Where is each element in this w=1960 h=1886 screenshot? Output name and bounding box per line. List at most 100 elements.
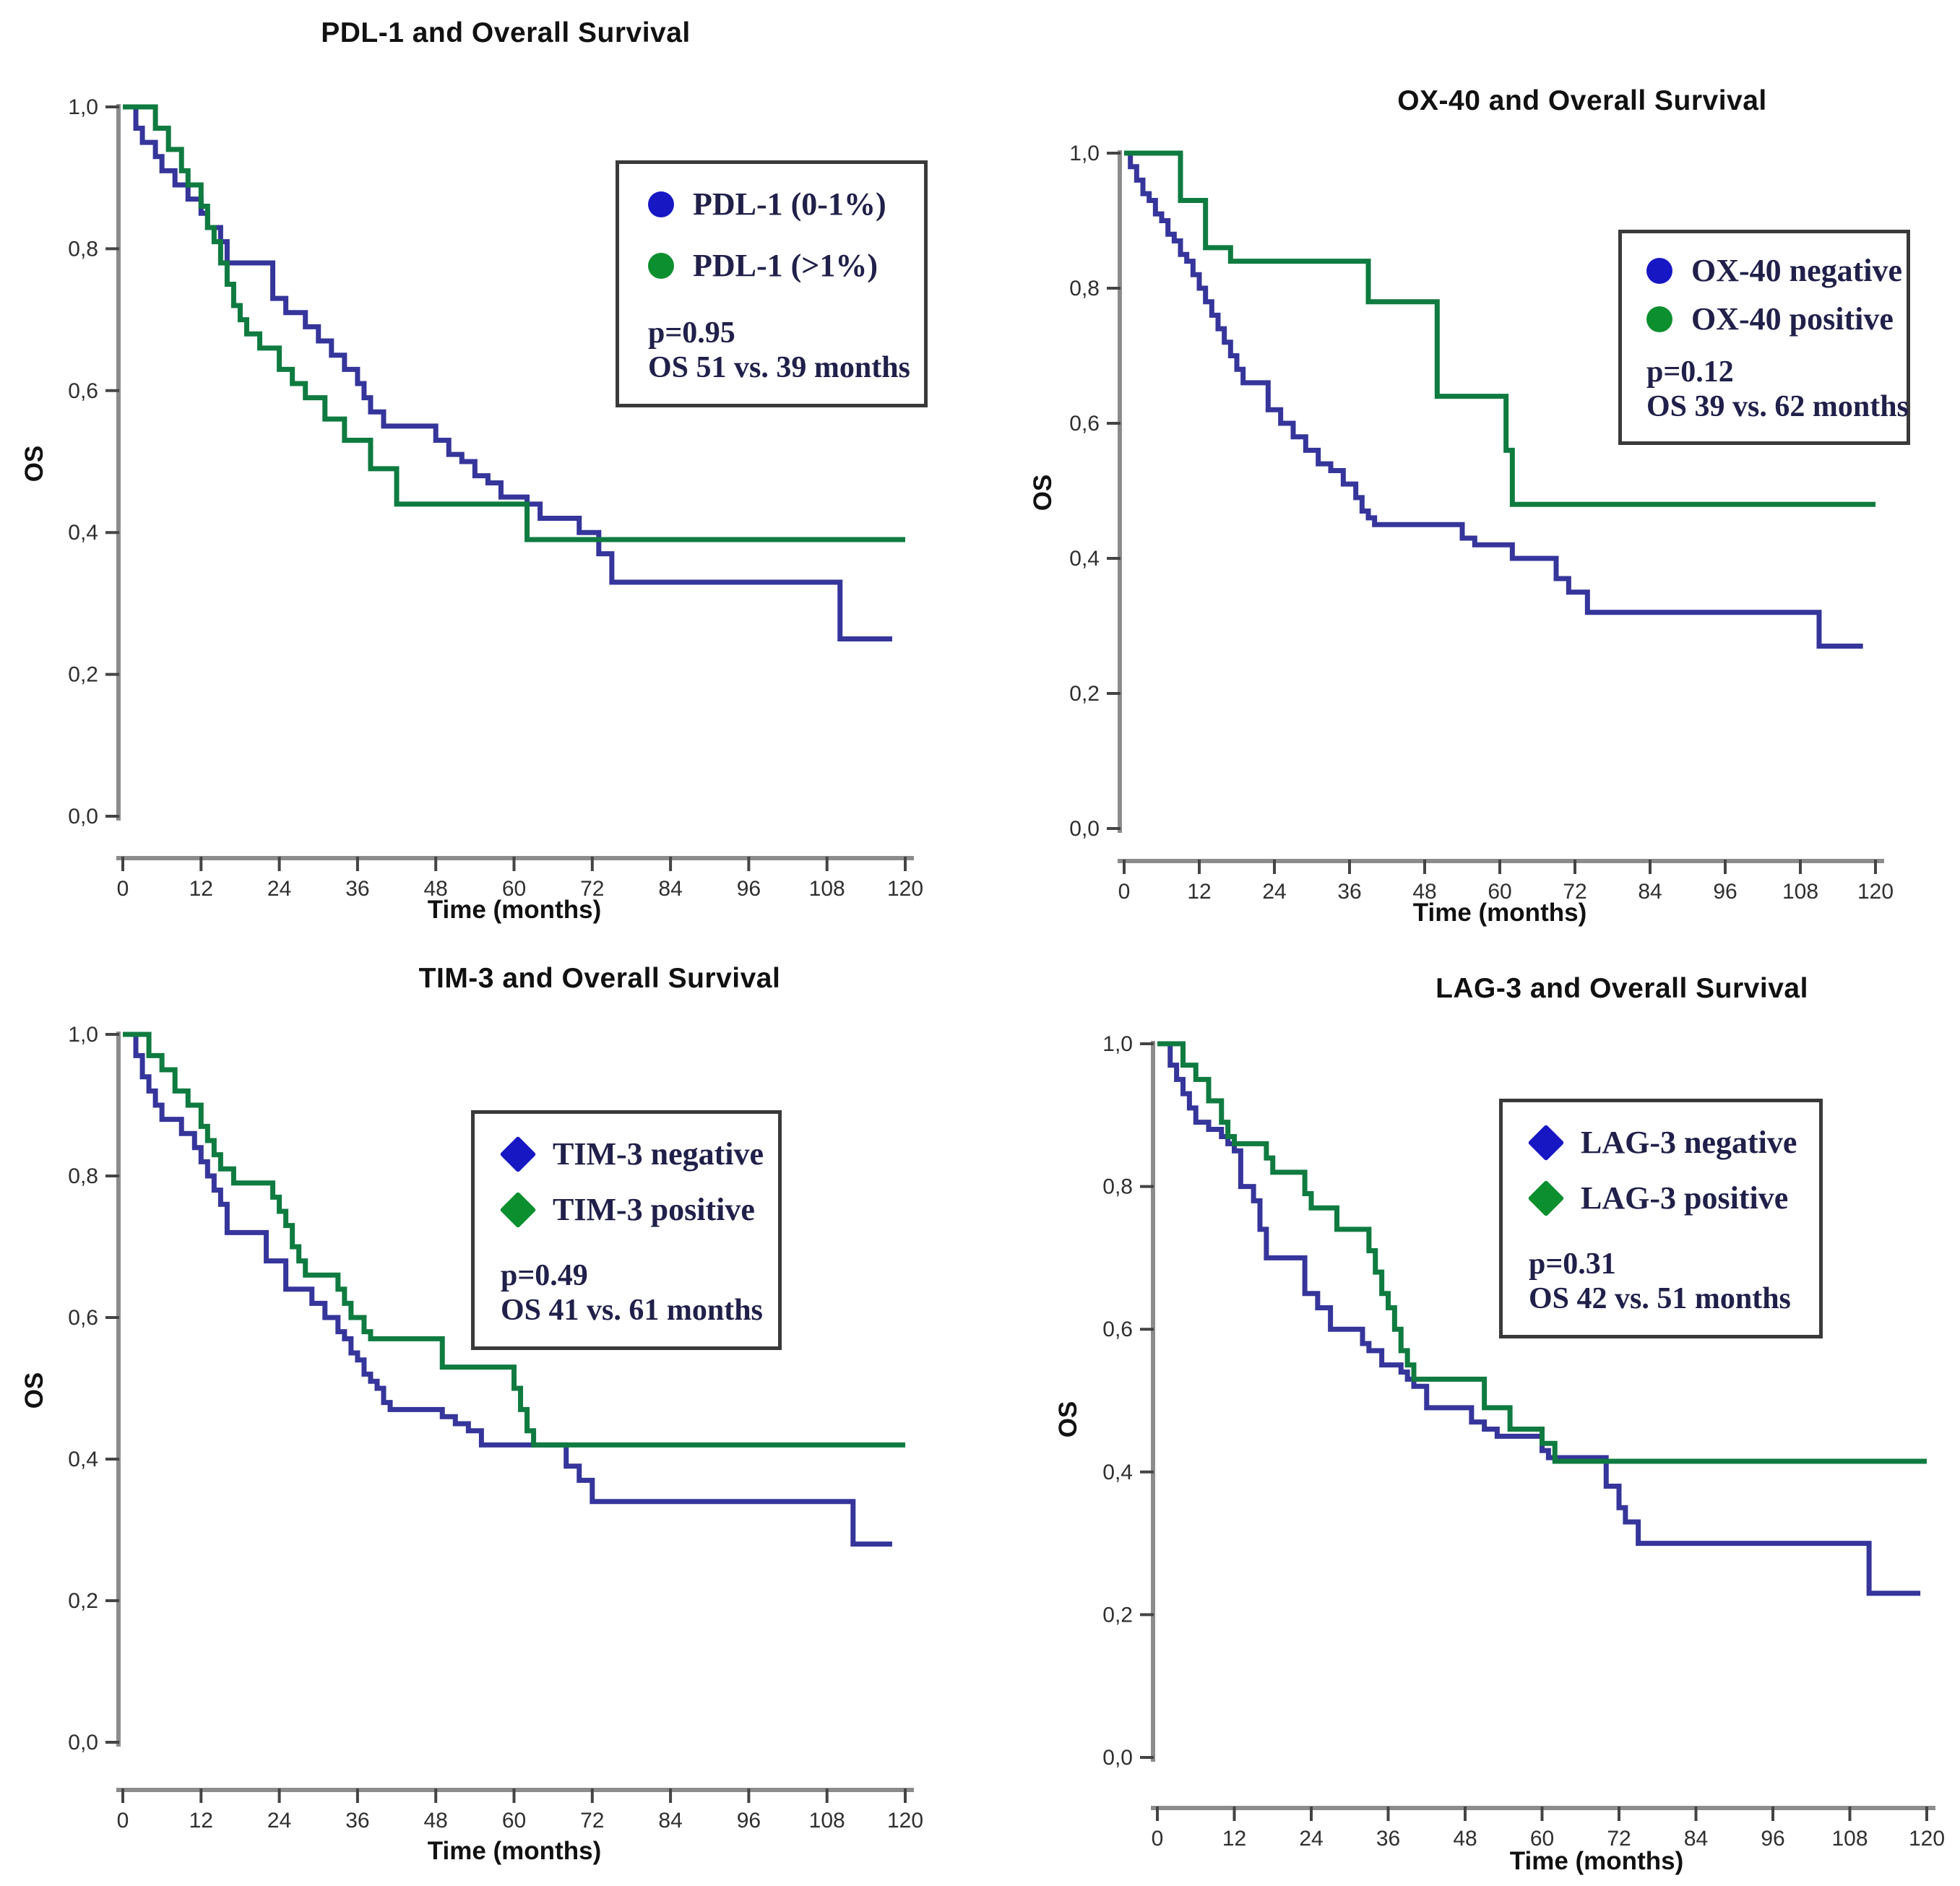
legend-label: OX-40 positive — [1691, 301, 1894, 337]
chart-title: LAG-3 and Overall Survival — [1436, 973, 1808, 1004]
series-marker-icon — [1646, 306, 1672, 332]
km-plot-pdl1: 0 12 24 36 48 60 72 84 96 108 120 0,0 0,2 0,4 0,6 0,8 1,… — [68, 95, 923, 901]
x-tick-label: 72 — [580, 1809, 604, 1833]
legend-label: TIM-3 negative — [553, 1136, 764, 1172]
legend: LAG-3 negative LAG-3 positive p=0.31 OS … — [1499, 1099, 1823, 1338]
legend: PDL-1 (0-1%) PDL-1 (>1%) p=0.95 OS 51 vs… — [616, 160, 928, 407]
y-tick-label: 0,4 — [1102, 1461, 1133, 1484]
os-comparison-text: OS 41 vs. 61 months — [501, 1294, 763, 1327]
panel-pdl1: PDL-1 and Overall Survival 0 12 24 36 48 60 72… — [0, 0, 980, 943]
legend: OX-40 negative OX-40 positive p=0.12 OS … — [1618, 230, 1910, 445]
km-plot-ox40: 0 12 24 36 48 60 72 84 96 108 120 0,0 0,2 0,4 0,6 0,8 1,… — [1069, 142, 1894, 904]
km-curve — [123, 1031, 905, 1448]
series-marker-icon — [648, 191, 674, 217]
x-tick-label: 84 — [658, 877, 682, 901]
p-value-text: p=0.12 — [1646, 355, 1734, 389]
legend-label: LAG-3 negative — [1581, 1125, 1797, 1160]
km-curve — [1124, 150, 1875, 507]
x-tick-label: 24 — [1299, 1827, 1323, 1851]
y-tick-label: 0,2 — [68, 1589, 98, 1613]
x-tick-label: 60 — [502, 1809, 526, 1833]
p-value-text: p=0.31 — [1529, 1247, 1616, 1281]
legend-item: OX-40 positive — [1646, 300, 1894, 337]
km-plot-lag3: 0 12 24 36 48 60 72 84 96 108 120 0,0 0,2 0,4 0,6 0,8 1,… — [1102, 1032, 1945, 1851]
legend-item: LAG-3 positive — [1527, 1180, 1797, 1216]
y-tick-label: 0,8 — [1069, 277, 1100, 300]
x-tick-label: 24 — [267, 877, 291, 901]
y-tick-label: 0,6 — [68, 379, 98, 403]
x-tick-label: 0 — [117, 1809, 129, 1833]
legend: TIM-3 negative TIM-3 positive p=0.49 OS … — [471, 1110, 782, 1350]
legend-label: PDL-1 (0-1%) — [693, 186, 886, 222]
series-marker-icon — [1527, 1180, 1565, 1216]
km-plot-tim3: 0 12 24 36 48 60 72 84 96 108 120 0,0 0,2 0,4 0,6 0,8 1,… — [68, 1023, 923, 1833]
legend-item: LAG-3 negative — [1527, 1124, 1797, 1161]
km-curve — [1157, 1041, 1921, 1596]
y-tick-label: 0,6 — [68, 1306, 98, 1330]
y-tick-label: 0,6 — [1069, 412, 1100, 436]
x-tick-label: 12 — [189, 877, 213, 901]
x-tick-label: 36 — [345, 1809, 369, 1833]
series-marker-icon — [1646, 257, 1672, 284]
series-marker-icon — [499, 1136, 537, 1172]
legend-item: TIM-3 negative — [499, 1136, 764, 1172]
y-tick-label: 1,0 — [68, 1023, 98, 1047]
legend-label: LAG-3 positive — [1581, 1180, 1789, 1216]
x-tick-label: 108 — [1831, 1827, 1868, 1851]
x-axis-label: Time (months) — [1509, 1847, 1684, 1875]
x-tick-label: 48 — [424, 877, 448, 901]
p-value-text: p=0.49 — [501, 1259, 588, 1292]
legend-item: PDL-1 (0-1%) — [648, 186, 899, 222]
x-tick-label: 96 — [737, 877, 761, 901]
x-axis-label: Time (months) — [427, 1837, 602, 1865]
panel-ox40: OX-40 and Overall Survival 0 12 24 36 48 60 72… — [980, 0, 1960, 943]
legend-label: OX-40 negative — [1691, 253, 1903, 288]
y-tick-label: 0,8 — [68, 1164, 98, 1188]
x-tick-label: 36 — [345, 877, 369, 901]
x-tick-label: 24 — [267, 1809, 291, 1833]
y-tick-label: 0,0 — [68, 805, 98, 829]
x-tick-label: 0 — [1118, 880, 1131, 904]
x-tick-label: 60 — [1488, 880, 1511, 904]
x-tick-label: 48 — [1412, 880, 1436, 904]
y-tick-label: 1,0 — [68, 95, 98, 119]
x-tick-label: 120 — [1909, 1827, 1945, 1851]
x-tick-label: 12 — [1222, 1827, 1246, 1851]
x-tick-label: 12 — [1187, 880, 1211, 904]
km-curve — [1124, 150, 1863, 649]
x-tick-label: 96 — [737, 1809, 761, 1833]
x-tick-label: 48 — [424, 1809, 448, 1833]
x-axis-label: Time (months) — [427, 896, 602, 924]
chart-title: OX-40 and Overall Survival — [1397, 85, 1767, 116]
os-comparison-text: OS 42 vs. 51 months — [1529, 1282, 1791, 1315]
legend-item: TIM-3 positive — [499, 1191, 756, 1228]
y-tick-label: 0,0 — [1069, 817, 1100, 841]
x-tick-label: 24 — [1262, 880, 1286, 904]
x-tick-label: 96 — [1761, 1827, 1784, 1851]
x-tick-label: 120 — [1857, 880, 1894, 904]
x-tick-label: 108 — [809, 1809, 845, 1833]
x-tick-label: 0 — [117, 877, 129, 901]
x-tick-label: 36 — [1337, 880, 1361, 904]
panel-tim3: TIM-3 and Overall Survival 0 12 24 36 48 60 72… — [0, 943, 980, 1886]
y-tick-label: 0,8 — [1102, 1175, 1133, 1199]
os-comparison-text: OS 39 vs. 62 months — [1646, 390, 1909, 423]
y-tick-label: 1,0 — [1102, 1032, 1133, 1056]
y-tick-label: 0,8 — [68, 237, 98, 261]
y-tick-label: 0,4 — [1069, 547, 1100, 571]
km-curve — [123, 1031, 892, 1547]
legend-label: PDL-1 (>1%) — [693, 248, 878, 283]
x-tick-label: 48 — [1453, 1827, 1477, 1851]
p-value-text: p=0.95 — [648, 316, 735, 350]
x-tick-label: 84 — [1684, 1827, 1708, 1851]
km-curve — [123, 104, 905, 542]
os-comparison-text: OS 51 vs. 39 months — [648, 351, 910, 384]
x-tick-label: 120 — [887, 877, 923, 901]
x-tick-label: 72 — [580, 877, 604, 901]
x-tick-label: 96 — [1713, 880, 1737, 904]
km-curve — [1157, 1041, 1927, 1464]
legend-label: TIM-3 positive — [553, 1192, 755, 1227]
y-axis-label: OS — [1054, 1401, 1082, 1438]
legend-item: OX-40 negative — [1646, 252, 1902, 289]
y-tick-label: 0,0 — [68, 1731, 98, 1755]
